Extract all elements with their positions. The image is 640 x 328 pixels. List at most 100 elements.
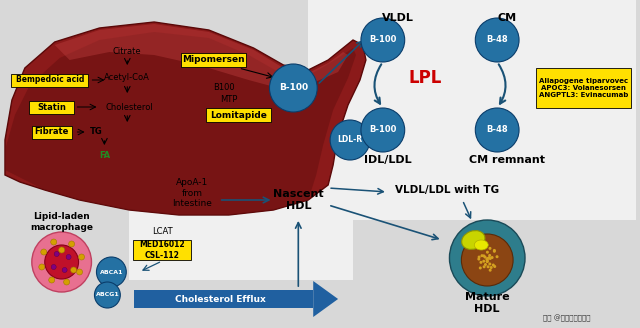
Circle shape [486, 270, 490, 274]
Circle shape [476, 108, 519, 152]
Text: Aliapogene tiparvovec
APOC3: Volanesorsen
ANGPTL3: Evinacumab: Aliapogene tiparvovec APOC3: Volanesorse… [539, 78, 628, 98]
FancyBboxPatch shape [134, 290, 313, 308]
Circle shape [499, 245, 501, 249]
Circle shape [477, 266, 479, 269]
Circle shape [51, 239, 57, 245]
Circle shape [469, 258, 472, 261]
Circle shape [49, 277, 54, 283]
Circle shape [473, 247, 476, 250]
Circle shape [479, 262, 483, 265]
Circle shape [502, 251, 505, 254]
Circle shape [474, 244, 477, 247]
Text: B-100: B-100 [279, 84, 308, 92]
Circle shape [488, 273, 491, 276]
Circle shape [499, 265, 502, 268]
Circle shape [51, 264, 56, 270]
Circle shape [269, 64, 317, 112]
Circle shape [494, 241, 497, 244]
Ellipse shape [461, 231, 485, 249]
Circle shape [469, 261, 472, 264]
FancyBboxPatch shape [29, 100, 74, 113]
Text: Lomitapide: Lomitapide [210, 111, 267, 119]
Circle shape [62, 268, 67, 273]
Circle shape [491, 250, 494, 253]
Polygon shape [5, 22, 366, 215]
Circle shape [491, 272, 493, 275]
Circle shape [361, 108, 404, 152]
Text: ApoA-1
from
Intestine: ApoA-1 from Intestine [172, 178, 212, 208]
FancyBboxPatch shape [133, 240, 191, 260]
Text: VLDL/LDL with TG: VLDL/LDL with TG [396, 185, 500, 195]
Circle shape [490, 270, 493, 273]
Circle shape [484, 248, 488, 251]
Circle shape [489, 247, 492, 250]
Circle shape [41, 249, 47, 255]
Text: FA: FA [99, 151, 110, 159]
Circle shape [59, 247, 65, 253]
Text: Cholesterol Efflux: Cholesterol Efflux [175, 295, 266, 303]
Circle shape [68, 241, 75, 247]
Circle shape [476, 18, 519, 62]
Circle shape [486, 253, 490, 256]
Circle shape [484, 262, 487, 265]
Circle shape [480, 271, 483, 274]
Circle shape [488, 239, 491, 242]
Circle shape [486, 264, 490, 267]
Circle shape [502, 256, 506, 259]
Text: Statin: Statin [37, 102, 66, 112]
Circle shape [492, 267, 494, 270]
Circle shape [70, 267, 77, 273]
Circle shape [477, 243, 480, 246]
Circle shape [472, 253, 474, 256]
Text: B-100: B-100 [369, 126, 397, 134]
Circle shape [478, 257, 481, 260]
Circle shape [502, 254, 505, 256]
Text: Mipomersen: Mipomersen [182, 55, 245, 65]
Circle shape [449, 220, 525, 296]
Text: ABCA1: ABCA1 [100, 270, 123, 275]
Circle shape [496, 244, 499, 247]
Circle shape [95, 282, 120, 308]
Circle shape [471, 263, 474, 267]
Circle shape [486, 250, 489, 253]
Text: B-48: B-48 [486, 126, 508, 134]
Circle shape [97, 257, 126, 287]
Circle shape [472, 250, 474, 253]
Polygon shape [54, 24, 348, 88]
Text: Fibrate: Fibrate [35, 128, 69, 136]
Text: Cholesterol: Cholesterol [106, 102, 153, 112]
Polygon shape [5, 32, 356, 215]
FancyBboxPatch shape [206, 108, 271, 122]
Ellipse shape [474, 240, 488, 250]
Text: Mature
HDL: Mature HDL [465, 292, 509, 314]
Polygon shape [313, 281, 338, 317]
Circle shape [361, 18, 404, 62]
Text: LDL-R: LDL-R [337, 135, 363, 145]
Circle shape [472, 266, 475, 269]
Circle shape [496, 256, 499, 259]
Text: MTP: MTP [220, 95, 237, 105]
Circle shape [63, 279, 70, 285]
FancyBboxPatch shape [308, 0, 636, 220]
Circle shape [469, 255, 472, 258]
Circle shape [475, 265, 478, 268]
Circle shape [487, 261, 490, 264]
Circle shape [501, 259, 504, 262]
Circle shape [477, 270, 479, 274]
Circle shape [474, 264, 477, 267]
FancyBboxPatch shape [182, 53, 246, 67]
Text: B100: B100 [213, 84, 234, 92]
Text: Acetyl-CoA: Acetyl-CoA [104, 73, 150, 83]
Circle shape [493, 270, 496, 273]
Circle shape [495, 267, 499, 270]
Circle shape [482, 258, 485, 261]
Circle shape [484, 256, 487, 259]
Text: Bempedoic acid: Bempedoic acid [15, 75, 84, 85]
Text: 头条 @徐医生在线课堂: 头条 @徐医生在线课堂 [543, 314, 591, 322]
Text: CM: CM [497, 13, 516, 23]
Circle shape [79, 254, 84, 260]
Circle shape [330, 120, 370, 160]
Circle shape [502, 262, 504, 265]
Text: B-100: B-100 [369, 35, 397, 45]
FancyBboxPatch shape [129, 175, 353, 280]
